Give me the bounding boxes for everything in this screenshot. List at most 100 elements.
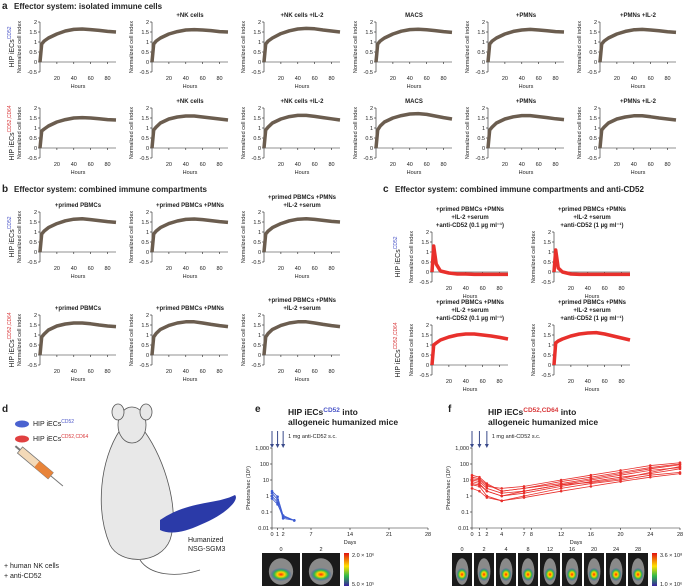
panel-title: Effector system: isolated immune cells [14,2,163,11]
image-day-label: 2 [319,547,322,553]
y-tick-label: -0.5 [140,363,149,369]
y-tick-label: 0 [548,363,551,369]
title-text: HIP iECs [488,407,524,417]
x-tick-label: 20 [166,76,172,82]
y-tick-label: 1.5 [141,220,149,226]
y-tick-label: 2 [258,20,261,26]
x-tick-label: 20 [278,76,284,82]
y-tick-label: 0.01 [458,526,469,532]
chart-title: +IL-2 +serum [451,308,488,314]
y-tick-label: -0.5 [476,156,485,162]
chart-title: +PMNs +IL-2 [620,99,657,105]
row-label-sup: CD52 [393,236,399,249]
y-axis-label: Photons/sec (10⁶) [445,466,452,510]
schematic: HIP iECsCD52 HIP iECsCD52,CD64 Humanized… [4,403,236,580]
title-text: into [340,407,358,417]
y-tick-label: 1 [266,494,269,500]
y-tick-label: 0.5 [29,240,37,246]
cell-icon [15,420,29,428]
y-tick-label: 1.5 [29,323,37,329]
chart-title: +IL-2 +serum [573,215,610,221]
y-axis-label: Photons/sec (10⁶) [245,466,252,510]
signal [522,567,534,582]
chart-title: allogeneic humanized mice [488,417,598,427]
y-tick-label: 0 [258,353,261,359]
y-tick-label: 2 [258,210,261,216]
mouse-point [522,485,526,488]
row-label: HIP iECsCD52 [7,216,16,257]
y-tick-label: -0.5 [588,156,597,162]
mouse-point [678,463,682,467]
row-label: HIP iECsCD52,CD64 [393,322,402,377]
y-tick-label: 0.5 [365,50,373,56]
mouse-point [500,499,504,503]
y-tick-label: 2 [482,20,485,26]
x-tick-label: 20 [618,532,624,538]
y-tick-label: -0.5 [588,70,597,76]
panel-title: Effector system: combined immune compart… [14,185,207,194]
x-tick-label: 60 [602,286,608,292]
cell-index-curve [486,27,565,63]
chart-title: +NK cells +IL-2 [280,13,324,19]
mouse-point [522,489,526,493]
x-tick-label: 20 [54,76,60,82]
cell-index-curve [430,332,509,366]
x-tick-label: 20 [568,379,574,385]
cell-index-curve [150,217,229,253]
y-tick-label: -0.5 [28,156,37,162]
signal [270,567,292,582]
y-axis-label: Normalized cell index [465,107,471,160]
x-tick-label: 40 [183,369,189,375]
mouse-point [500,489,504,493]
y-tick-label: 1 [34,40,37,46]
x-tick-label: 80 [552,162,558,168]
y-tick-label: 2 [548,230,551,236]
signal [588,567,600,582]
y-axis-label: Normalized cell index [409,324,415,377]
image-day-label: 0 [460,547,463,553]
x-tick-label: 40 [519,162,525,168]
x-axis-label: Hours [183,84,198,90]
mouse-point [619,472,622,475]
x-tick-label: 20 [54,369,60,375]
color-scale [652,553,657,586]
image-day-label: 0 [279,547,282,553]
panel-label: c [383,184,389,195]
y-tick-label: -0.5 [542,280,551,286]
mouse-line [471,463,681,492]
mouse-label: NSG-SGM3 [188,546,225,553]
y-tick-label: 1 [466,494,469,500]
x-axis-label: Hours [519,84,534,90]
x-axis-label: Hours [71,377,86,383]
x-axis-label: Hours [631,84,646,90]
x-tick-label: 80 [216,266,222,272]
chart-title: +anti-CD52 (0.1 µg ml⁻¹) [436,222,504,229]
chart-title: +primed PBMCs +PMNs [436,300,505,306]
y-tick-label: 1.5 [141,323,149,329]
y-tick-label: 1,000 [455,446,469,452]
x-tick-label: 80 [664,76,670,82]
y-tick-label: 0 [370,60,373,66]
x-tick-label: 40 [295,76,301,82]
y-axis-label: Normalized cell index [241,21,247,74]
x-tick-label: 60 [200,266,206,272]
x-tick-label: 80 [664,162,670,168]
x-axis-label: Days [570,540,583,546]
x-tick-label: 20 [54,266,60,272]
y-tick-label: -0.5 [28,363,37,369]
x-axis-label: Hours [407,170,422,176]
x-tick-label: 8 [530,532,533,538]
mouse-point [678,467,682,471]
cell-index-curve [262,26,341,63]
image-day-label: 2 [482,547,485,553]
y-tick-label: 1 [482,40,485,46]
x-tick-label: 4 [500,532,503,538]
x-tick-label: 80 [216,369,222,375]
y-tick-label: 1 [594,126,597,132]
row-label-text: HIP iECs [395,249,402,278]
scale-label: 5.0 × 10⁵ [352,581,374,588]
x-tick-label: 12 [558,532,564,538]
mouse-point [522,487,526,490]
y-tick-label: -0.5 [420,373,429,379]
mouse-point [589,485,593,488]
